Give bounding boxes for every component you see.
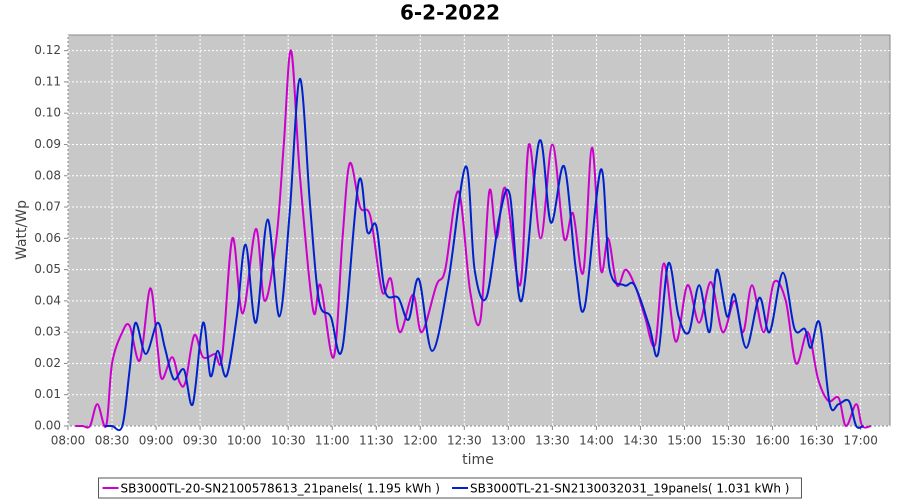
x-tick-label: 11:30 (359, 434, 394, 448)
y-tick-label: 0.06 (34, 231, 61, 245)
y-tick-label: 0.11 (34, 74, 61, 88)
x-tick-label: 14:30 (623, 434, 658, 448)
y-axis-label: Watt/Wp (14, 200, 30, 260)
plot-background (67, 34, 891, 427)
x-tick-label: 14:00 (579, 434, 614, 448)
legend-box (98, 477, 802, 499)
y-tick-label: 0.08 (34, 168, 61, 182)
y-tick-label: 0.10 (34, 106, 61, 120)
x-tick-label: 15:00 (667, 434, 702, 448)
y-tick-label: 0.03 (34, 325, 61, 339)
x-tick-label: 15:30 (711, 434, 746, 448)
series-line (75, 49, 872, 429)
x-tick-label: 10:00 (227, 434, 262, 448)
x-tick-label: 16:00 (755, 434, 790, 448)
chart-title: 6-2-2022 (400, 1, 500, 25)
x-tick-label: 12:00 (403, 434, 438, 448)
y-tick-label: 0.04 (34, 293, 61, 307)
x-tick-label: 11:00 (315, 434, 350, 448)
series-line (104, 77, 864, 432)
legend-label: SB3000TL-20-SN2100578613_21panels( 1.195… (121, 482, 440, 496)
x-axis-label: time (462, 452, 494, 468)
x-tick-label: 10:30 (271, 434, 306, 448)
y-tick-label: 0.09 (34, 137, 61, 151)
legend: SB3000TL-20-SN2100578613_21panels( 1.195… (98, 477, 802, 499)
x-tick-label: 08:00 (51, 434, 86, 448)
x-tick-label: 13:30 (535, 434, 570, 448)
x-tick-label: 17:00 (843, 434, 878, 448)
x-tick-label: 09:00 (139, 434, 174, 448)
y-tick-label: 0.12 (34, 43, 61, 57)
x-tick-label: 16:30 (799, 434, 834, 448)
y-tick-label: 0.01 (34, 387, 61, 401)
x-tick-label: 13:00 (491, 434, 526, 448)
x-tick-label: 09:30 (183, 434, 218, 448)
y-tick-label: 0.05 (34, 262, 61, 276)
y-tick-label: 0.07 (34, 200, 61, 214)
y-tick-label: 0.02 (34, 356, 61, 370)
x-tick-label: 12:30 (447, 434, 482, 448)
legend-label: SB3000TL-21-SN2130032031_19panels( 1.031… (470, 482, 789, 496)
y-tick-label: 0.00 (34, 419, 61, 433)
x-tick-label: 08:30 (95, 434, 130, 448)
